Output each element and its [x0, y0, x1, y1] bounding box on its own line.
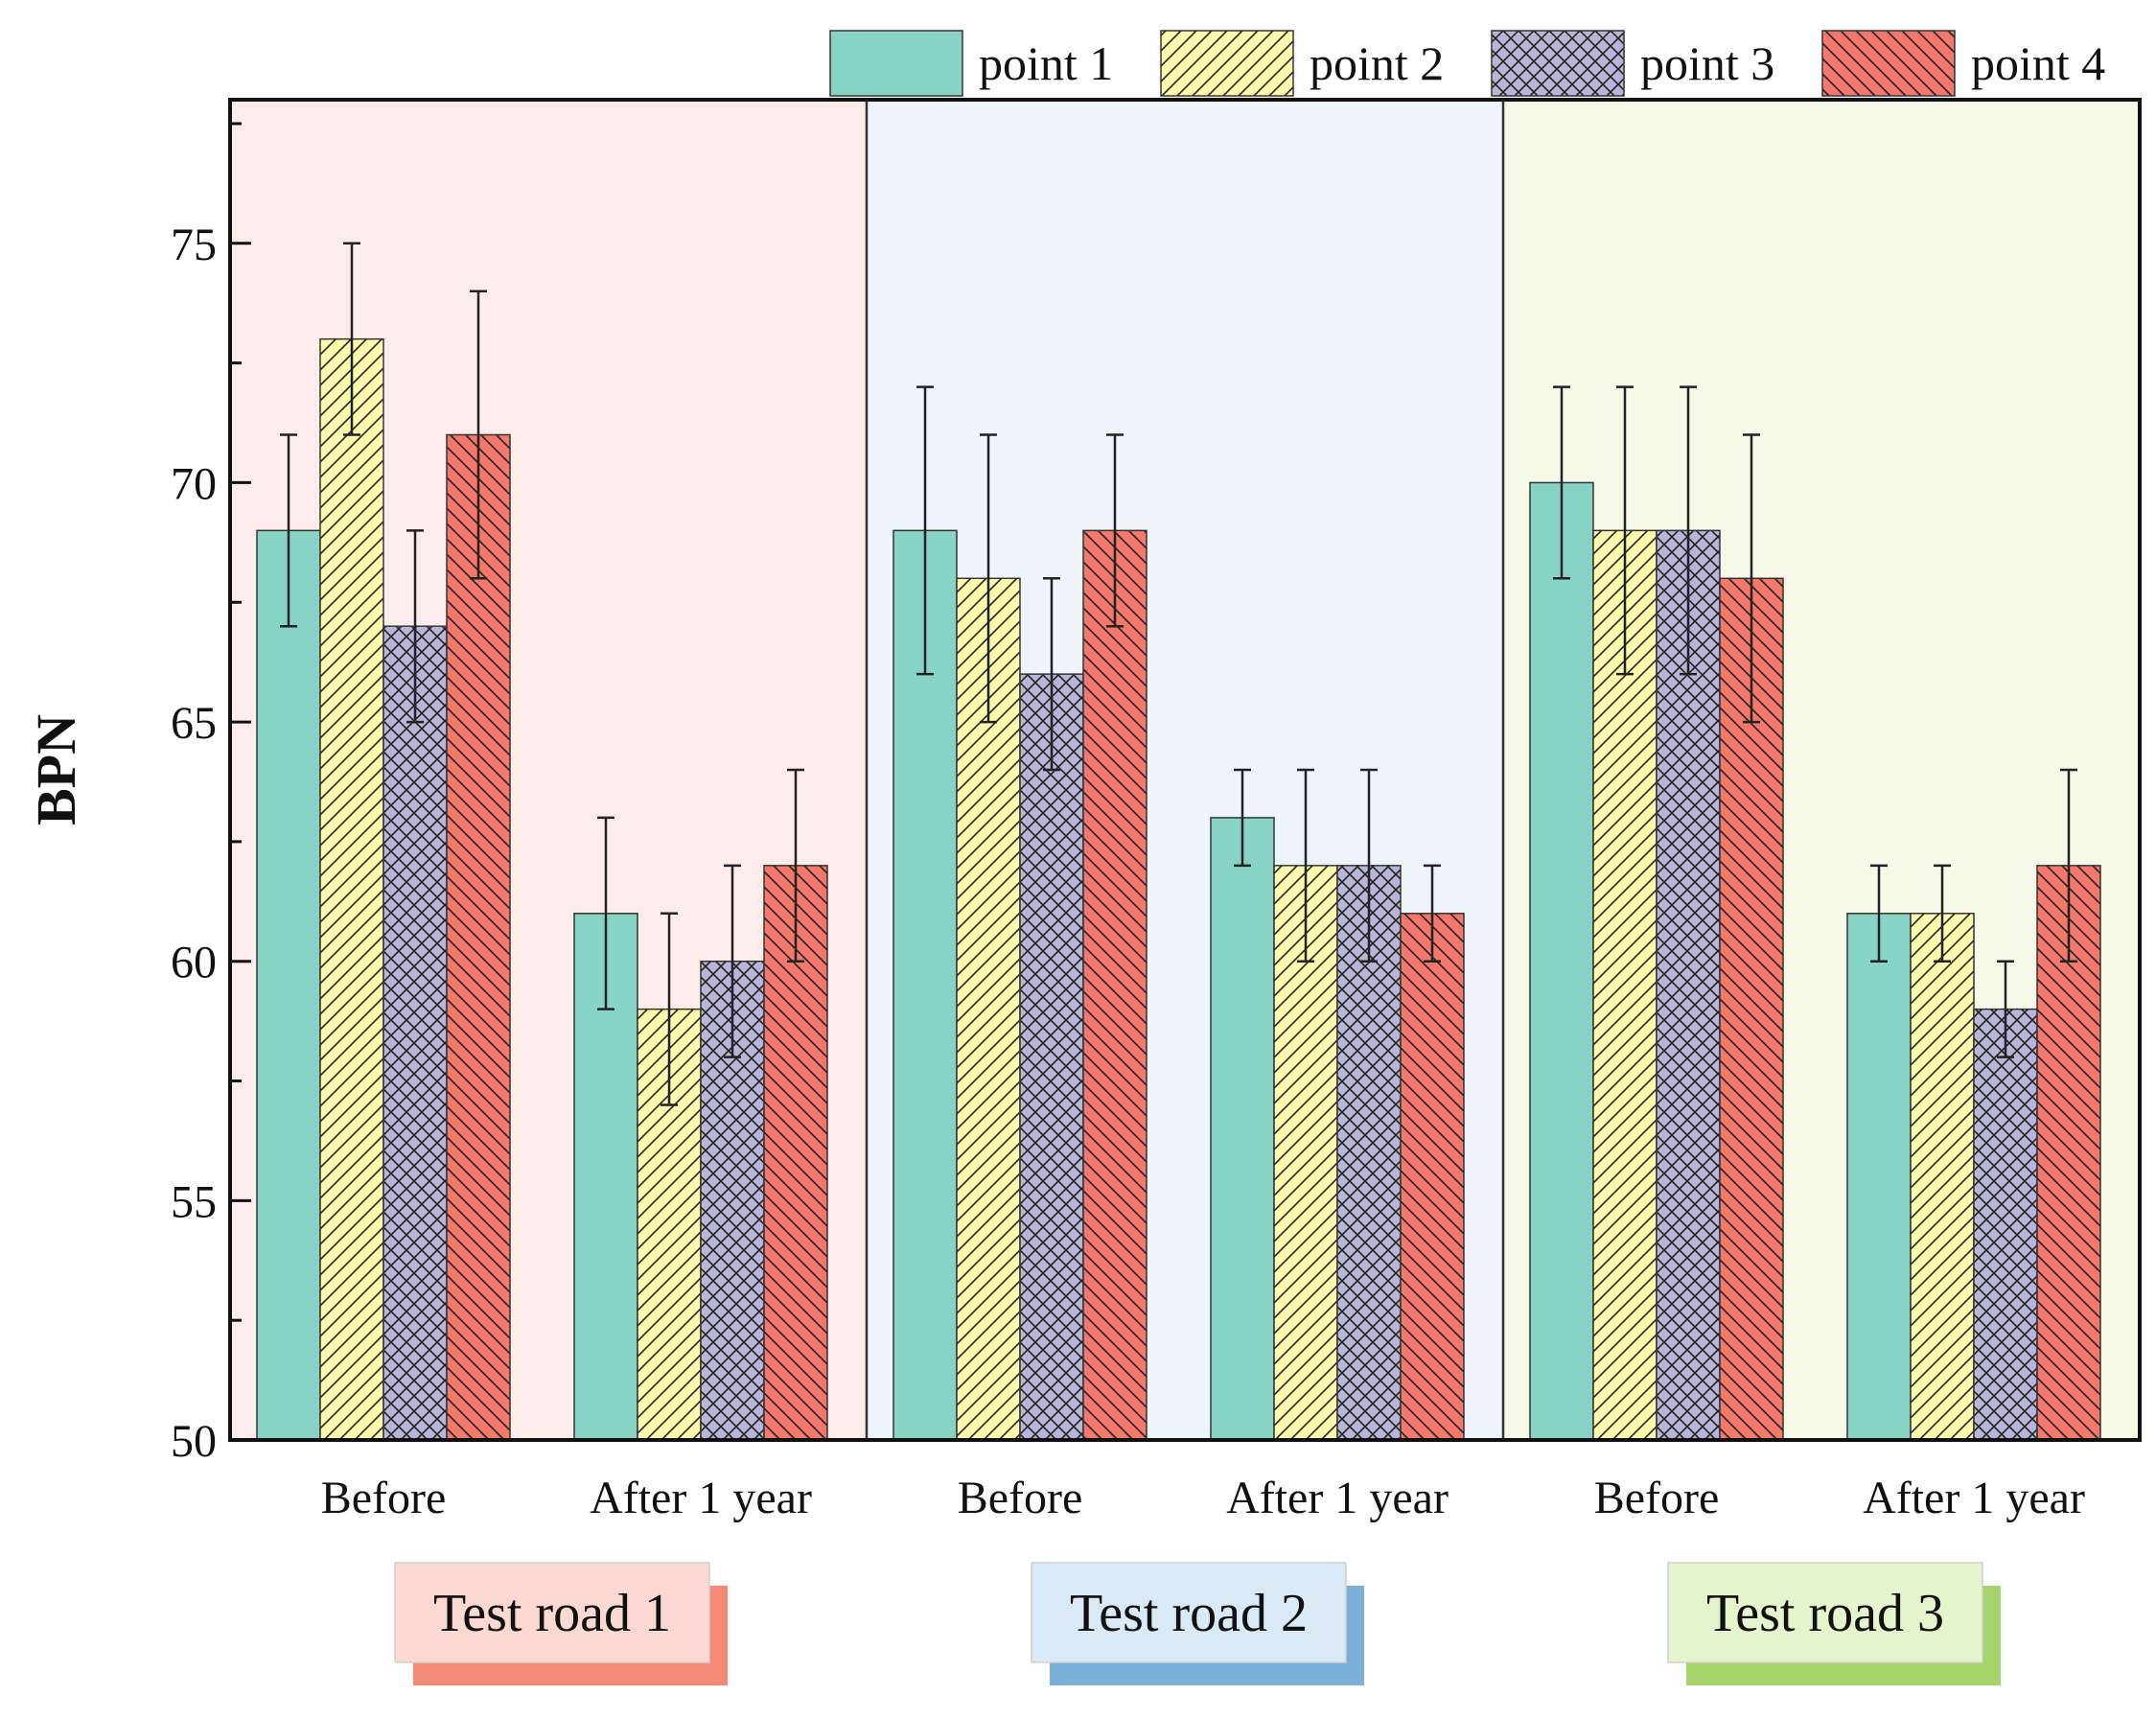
legend-swatch	[1821, 30, 1956, 97]
bar	[1719, 577, 1784, 1441]
bar	[1656, 529, 1721, 1441]
legend-item: point 3	[1491, 30, 1774, 97]
error-bar	[787, 768, 804, 963]
road-label: Test road 2	[1070, 1584, 1308, 1643]
error-bar	[1424, 864, 1441, 963]
error-bars	[280, 242, 2077, 1106]
legend-label: point 3	[1640, 36, 1774, 90]
road-label: Test road 1	[433, 1584, 671, 1643]
legend-label: point 2	[1310, 36, 1444, 90]
bar	[446, 433, 511, 1441]
bar	[1846, 913, 1912, 1441]
road-label: Test road 3	[1706, 1584, 1944, 1643]
bar	[1400, 913, 1465, 1441]
y-tick-label: 55	[171, 1176, 217, 1227]
y-tick-label: 50	[171, 1416, 217, 1467]
error-bar	[1234, 768, 1251, 868]
road-label-background	[394, 1562, 710, 1663]
error-bar	[597, 816, 614, 1010]
labels: Before After 1 year Test road 1 Before After…	[25, 220, 2085, 1685]
error-bar	[1553, 385, 1570, 580]
error-bar	[980, 433, 997, 724]
error-bar	[1680, 385, 1697, 676]
error-bar	[1297, 768, 1314, 963]
bar	[1910, 913, 1975, 1441]
bar	[256, 529, 321, 1441]
road-label-box: Test road 2	[1031, 1562, 1364, 1685]
error-bar	[1616, 385, 1634, 676]
road-label-box: Test road 3	[1667, 1562, 2001, 1685]
legend-swatch	[829, 30, 963, 97]
category-label: Before	[1594, 1473, 1720, 1523]
bar	[1019, 673, 1084, 1441]
error-bar	[1043, 577, 1060, 772]
y-tick-label: 60	[171, 938, 217, 988]
error-bar	[406, 529, 424, 724]
y-tick-label: 65	[171, 698, 217, 749]
y-tick-label: 75	[171, 220, 217, 270]
legend-label: point 1	[979, 36, 1113, 90]
road-panels	[230, 100, 2140, 1440]
road-label-box: Test road 1	[394, 1562, 728, 1685]
error-bar	[724, 864, 741, 1058]
error-bar	[343, 242, 360, 436]
bar	[1210, 817, 1275, 1441]
plot-frame	[228, 98, 2142, 1442]
error-bar	[1997, 960, 2014, 1058]
category-label: After 1 year	[1863, 1473, 2085, 1523]
legend-item: point 4	[1821, 30, 2105, 97]
error-bar	[1870, 864, 1888, 963]
y-axis-title: BPN	[25, 714, 87, 825]
bar	[1592, 529, 1658, 1441]
bars	[256, 337, 2101, 1441]
legend-swatch	[1491, 30, 1625, 97]
bar	[1082, 529, 1148, 1441]
category-label: Before	[958, 1473, 1083, 1523]
error-bar	[1360, 768, 1378, 963]
road-label-background	[1667, 1562, 1983, 1663]
category-label: After 1 year	[590, 1473, 812, 1523]
bar	[383, 625, 448, 1441]
legend-label: point 4	[1971, 36, 2105, 90]
error-bar	[1106, 433, 1124, 628]
error-bar	[470, 290, 487, 580]
category-label: After 1 year	[1226, 1473, 1449, 1523]
category-label: Before	[321, 1473, 447, 1523]
legend-item: point 2	[1160, 30, 1444, 97]
bar	[893, 529, 958, 1441]
error-bar	[1743, 433, 1760, 724]
legend-item: point 1	[829, 30, 1113, 97]
axes	[228, 98, 2142, 1442]
error-bar	[2060, 768, 2077, 963]
error-bar	[280, 433, 297, 628]
legend-swatch	[1160, 30, 1294, 97]
legend: point 1 point 2 point 3 point 4	[829, 30, 2105, 97]
bar	[1529, 481, 1594, 1441]
bar	[1973, 1008, 2038, 1441]
y-tick-label: 70	[171, 458, 217, 509]
error-bar	[661, 912, 678, 1106]
road-label-background	[1031, 1562, 1347, 1663]
error-bar	[1934, 864, 1951, 963]
error-bar	[916, 385, 934, 676]
bar	[319, 337, 384, 1441]
